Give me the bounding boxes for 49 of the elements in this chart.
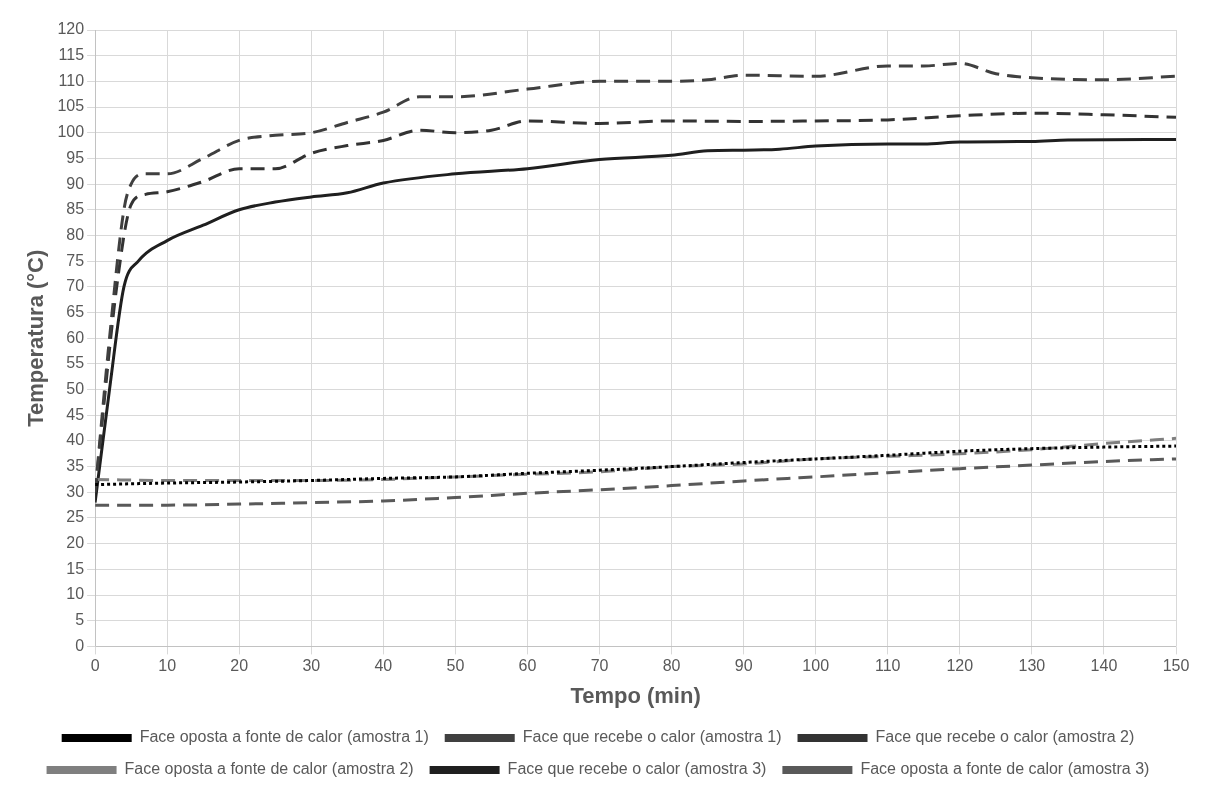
x-tick-label: 50	[446, 657, 465, 675]
x-tick-label: 30	[302, 657, 321, 675]
x-tick-label: 40	[374, 657, 393, 675]
y-tick-label: 65	[66, 302, 85, 320]
y-tick-label: 45	[66, 405, 85, 423]
y-tick-label: 55	[66, 354, 85, 372]
y-tick-label: 20	[66, 534, 85, 552]
x-tick-label: 150	[1162, 657, 1190, 675]
legend-label: Face oposta a fonte de calor (amostra 1)	[139, 728, 429, 746]
y-tick-label: 85	[66, 200, 85, 218]
y-tick-label: 0	[75, 636, 85, 654]
y-tick-label: 110	[58, 71, 85, 89]
x-tick-label: 10	[158, 657, 177, 675]
x-tick-label: 120	[946, 657, 974, 675]
y-tick-label: 40	[66, 431, 85, 449]
x-tick-label: 80	[662, 657, 681, 675]
y-tick-label: 15	[66, 559, 85, 577]
x-tick-label: 90	[734, 657, 753, 675]
y-tick-label: 80	[66, 225, 85, 243]
x-tick-label: 20	[230, 657, 249, 675]
legend-label: Face que recebe o calor (amostra 1)	[522, 728, 782, 746]
y-tick-label: 75	[66, 251, 85, 269]
y-tick-label: 60	[66, 328, 85, 346]
x-tick-label: 140	[1090, 657, 1118, 675]
y-axis-title: Temperatura (°C)	[23, 249, 49, 427]
y-tick-label: 100	[57, 123, 85, 141]
y-tick-label: 90	[66, 174, 85, 192]
y-tick-label: 105	[57, 97, 85, 115]
legend-label: Face que recebe o calor (amostra 2)	[875, 728, 1135, 746]
legend-label: Face que recebe o calor (amostra 3)	[507, 760, 767, 778]
y-tick-label: 95	[66, 148, 85, 166]
y-tick-label: 70	[66, 277, 85, 295]
y-tick-label: 30	[66, 482, 85, 500]
y-tick-label: 120	[57, 20, 85, 38]
y-tick-label: 10	[66, 585, 85, 603]
legend-label: Face oposta a fonte de calor (amostra 3)	[860, 760, 1150, 778]
x-tick-label: 60	[518, 657, 537, 675]
x-tick-label: 130	[1018, 657, 1046, 675]
legend-label: Face oposta a fonte de calor (amostra 2)	[124, 760, 414, 778]
x-tick-label: 100	[802, 657, 830, 675]
x-tick-label: 70	[590, 657, 609, 675]
x-tick-label: 110	[875, 657, 901, 675]
y-tick-label: 35	[66, 457, 85, 475]
y-tick-label: 115	[58, 46, 85, 64]
y-tick-label: 5	[75, 611, 85, 629]
y-tick-label: 50	[66, 379, 85, 397]
x-axis-title: Tempo (min)	[570, 682, 701, 708]
y-tick-label: 25	[66, 508, 85, 526]
x-tick-label: 0	[90, 657, 100, 675]
